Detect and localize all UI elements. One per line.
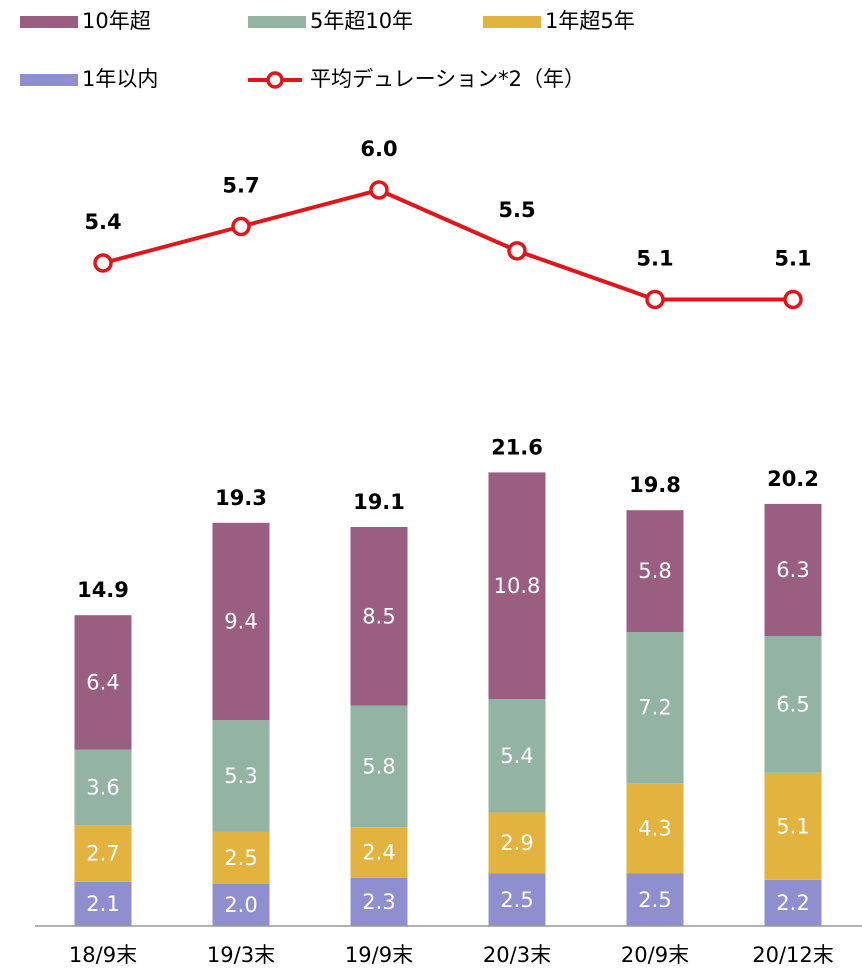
total-label: 19.3 <box>215 486 267 510</box>
bar-value-label: 10.8 <box>494 574 541 598</box>
x-tick-label: 20/12末 <box>752 943 834 967</box>
duration-marker <box>783 289 803 310</box>
bar-segment <box>74 615 132 750</box>
bar-segment <box>350 877 408 926</box>
legend-label: 1年超5年 <box>545 9 635 33</box>
legend-label: 10年超 <box>82 9 151 33</box>
duration-line <box>102 187 793 302</box>
bar-value-label: 7.2 <box>638 696 671 720</box>
legend-label: 1年以内 <box>82 67 158 91</box>
total-label: 19.1 <box>353 490 405 514</box>
bar-segment <box>488 472 546 700</box>
legend-marker <box>266 71 284 89</box>
legend-swatch <box>248 16 306 28</box>
bar-value-label: 2.1 <box>86 892 119 916</box>
bar-segment <box>74 881 132 926</box>
x-tick-label: 19/9末 <box>345 943 413 967</box>
legend-label: 5年超10年 <box>310 9 413 33</box>
bar-segment <box>764 772 822 880</box>
duration-label: 6.0 <box>360 137 397 161</box>
bar-value-label: 2.7 <box>86 842 119 866</box>
bar-value-label: 4.3 <box>638 816 671 840</box>
bar-value-label: 2.5 <box>500 888 533 912</box>
bar-value-label: 5.4 <box>500 744 533 768</box>
total-label: 21.6 <box>491 435 543 459</box>
bar-value-label: 8.5 <box>362 604 395 628</box>
bar-value-label: 2.3 <box>362 890 395 914</box>
bar-segment <box>488 873 546 926</box>
bar-segment <box>350 827 408 878</box>
bar-segment <box>764 636 822 773</box>
bar-value-label: 6.4 <box>86 670 119 694</box>
total-label: 14.9 <box>77 578 129 602</box>
legend-swatch <box>483 16 541 28</box>
bar-value-label: 5.1 <box>776 814 809 838</box>
bar-segment <box>74 749 132 826</box>
duration-marker <box>93 253 113 273</box>
duration-label: 5.4 <box>84 210 121 234</box>
duration-marker <box>369 180 389 200</box>
bar-segment <box>626 783 684 874</box>
bar-segment <box>764 503 822 637</box>
bar-segment <box>488 812 546 874</box>
bar-value-label: 5.8 <box>638 559 671 583</box>
x-tick-label: 20/9末 <box>621 943 689 967</box>
duration-marker <box>507 241 527 261</box>
legend-swatch <box>20 74 78 86</box>
bar-segment <box>626 632 684 784</box>
bar-segment <box>74 825 132 882</box>
x-tick-label: 20/3末 <box>483 943 551 967</box>
x-tick-label: 18/9末 <box>69 943 137 967</box>
total-label: 20.2 <box>767 467 819 491</box>
legend-label: 平均デュレーション*2（年） <box>310 67 585 91</box>
bar-segment <box>212 831 270 884</box>
bar-value-label: 6.3 <box>776 558 809 582</box>
bar-segment <box>212 884 270 926</box>
bar-segment <box>764 879 822 926</box>
bar-value-label: 3.6 <box>86 775 119 799</box>
duration-label: 5.1 <box>636 247 673 271</box>
bar-segment <box>626 873 684 926</box>
bar-segment <box>350 527 408 706</box>
duration-marker <box>645 289 665 310</box>
bar-value-label: 5.3 <box>224 764 257 788</box>
bar-value-label: 2.4 <box>362 841 395 865</box>
bar-value-label: 2.5 <box>638 888 671 912</box>
bar-value-label: 2.0 <box>224 893 257 917</box>
bar-value-label: 6.5 <box>776 692 809 716</box>
bar-segment <box>350 705 408 828</box>
bar-value-label: 2.5 <box>224 846 257 870</box>
total-label: 19.8 <box>629 473 681 497</box>
bar-value-label: 2.2 <box>776 891 809 915</box>
bar-value-label: 2.9 <box>500 831 533 855</box>
bar-segment <box>212 720 270 832</box>
bar-segment <box>626 510 684 632</box>
bar-value-label: 9.4 <box>224 610 257 634</box>
bar-segment <box>488 699 546 813</box>
duration-marker <box>231 216 251 237</box>
x-tick-label: 19/3末 <box>207 943 275 967</box>
duration-label: 5.5 <box>498 198 535 222</box>
legend-swatch <box>20 16 78 28</box>
bar-segment <box>212 522 270 721</box>
duration-label: 5.7 <box>222 174 259 198</box>
duration-label: 5.1 <box>774 247 811 271</box>
bar-value-label: 5.8 <box>362 754 395 778</box>
